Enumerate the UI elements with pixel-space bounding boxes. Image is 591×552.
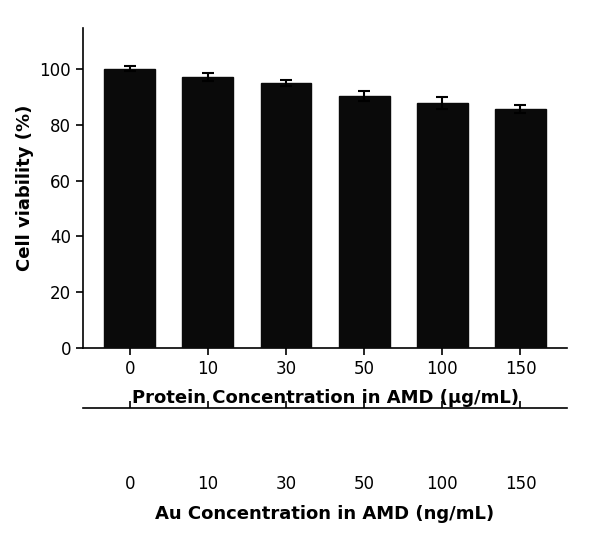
X-axis label: Protein Concentration in AMD (μg/mL): Protein Concentration in AMD (μg/mL) [132, 389, 518, 407]
Bar [339, 97, 389, 348]
Bar [417, 103, 467, 348]
X-axis label: Au Concentration in AMD (ng/mL): Au Concentration in AMD (ng/mL) [155, 505, 495, 523]
Y-axis label: Cell viability (%): Cell viability (%) [16, 104, 34, 271]
Bar [495, 109, 546, 348]
Bar [104, 68, 155, 348]
Bar [183, 77, 233, 348]
Bar [261, 83, 311, 348]
